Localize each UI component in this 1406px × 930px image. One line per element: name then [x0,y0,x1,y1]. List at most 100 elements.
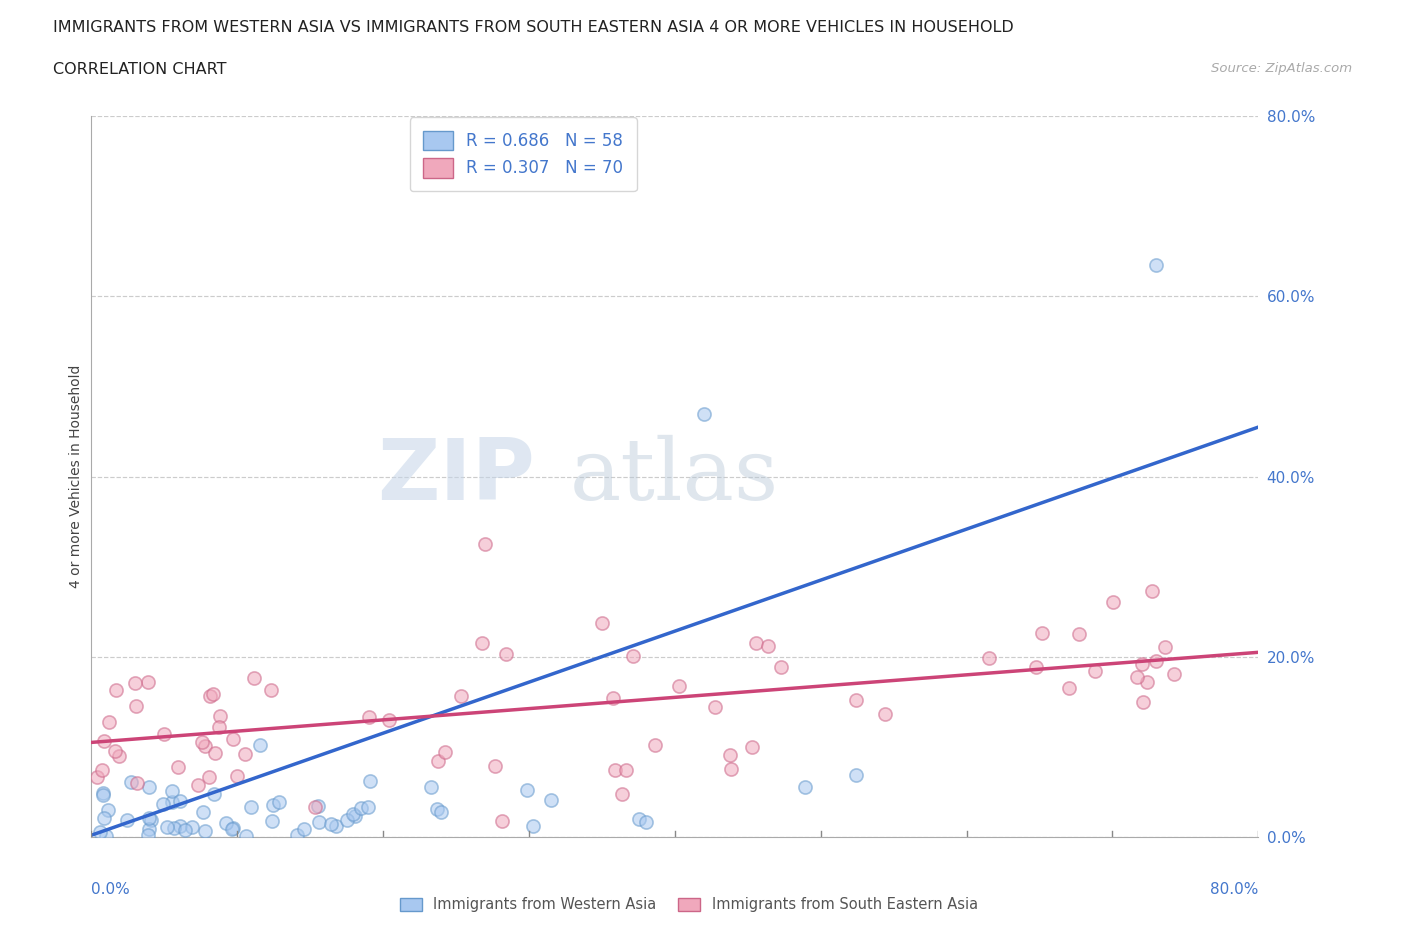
Point [202,686,225,701]
Point [873,707,896,722]
Point [94,829,117,844]
Point [342,806,364,821]
Point [433,745,456,760]
Point [491,814,513,829]
Point [262,814,284,829]
Point [141,813,163,828]
Legend: R = 0.686   N = 58, R = 0.307   N = 70: R = 0.686 N = 58, R = 0.307 N = 70 [409,117,637,191]
Point [350,801,373,816]
Point [603,763,626,777]
Point [621,648,644,663]
Point [741,739,763,754]
Y-axis label: 4 or more Vehicles in Household: 4 or more Vehicles in Household [69,365,83,589]
Point [704,699,727,714]
Point [262,798,284,813]
Point [174,823,197,838]
Point [419,779,441,794]
Point [287,828,309,843]
Point [105,683,128,698]
Point [93,811,115,826]
Point [979,651,1001,666]
Point [208,720,231,735]
Point [120,775,142,790]
Point [163,821,186,836]
Point [138,810,160,825]
Point [516,783,538,798]
Point [427,753,450,768]
Point [180,819,202,834]
Point [260,683,283,698]
Point [693,406,716,421]
Point [378,712,401,727]
Point [450,689,472,704]
Point [222,821,245,836]
Text: atlas: atlas [569,435,779,518]
Point [107,748,129,763]
Point [720,762,742,777]
Point [156,819,179,834]
Text: IMMIGRANTS FROM WESTERN ASIA VS IMMIGRANTS FROM SOUTH EASTERN ASIA 4 OR MORE VEH: IMMIGRANTS FROM WESTERN ASIA VS IMMIGRAN… [53,20,1014,35]
Point [152,796,174,811]
Point [193,738,215,753]
Point [359,774,381,789]
Point [169,794,191,809]
Point [169,818,191,833]
Point [269,794,291,809]
Text: ZIP: ZIP [377,435,534,518]
Point [97,803,120,817]
Point [208,709,231,724]
Point [104,744,127,759]
Point [138,822,160,837]
Point [124,676,146,691]
Point [845,692,868,707]
Point [474,537,496,551]
Point [1132,695,1154,710]
Point [357,710,380,724]
Point [668,678,690,693]
Point [115,812,138,827]
Point [644,738,666,753]
Point [319,817,342,831]
Legend: Immigrants from Western Asia, Immigrants from South Eastern Asia: Immigrants from Western Asia, Immigrants… [394,891,984,918]
Point [125,699,148,714]
Point [627,812,650,827]
Point [1031,626,1053,641]
Point [125,776,148,790]
Point [233,747,256,762]
Point [91,788,114,803]
Point [202,787,225,802]
Point [249,737,271,752]
Point [215,816,238,830]
Point [1067,627,1090,642]
Point [204,746,226,761]
Point [1101,594,1123,609]
Point [344,808,367,823]
Point [1144,258,1167,272]
Point [160,784,183,799]
Point [226,769,249,784]
Point [591,615,613,630]
Point [138,828,160,843]
Point [198,688,221,703]
Point [484,758,506,773]
Point [294,821,316,836]
Point [308,815,330,830]
Point [429,804,451,819]
Point [612,786,634,801]
Point [769,660,792,675]
Point [1140,583,1163,598]
Point [336,813,359,828]
Point [1130,657,1153,671]
Point [243,671,266,686]
Point [756,639,779,654]
Point [471,635,494,650]
Point [307,799,329,814]
Point [794,779,817,794]
Point [93,734,115,749]
Point [221,732,243,747]
Point [152,727,174,742]
Point [304,800,326,815]
Point [1084,664,1107,679]
Point [1126,670,1149,684]
Point [325,818,347,833]
